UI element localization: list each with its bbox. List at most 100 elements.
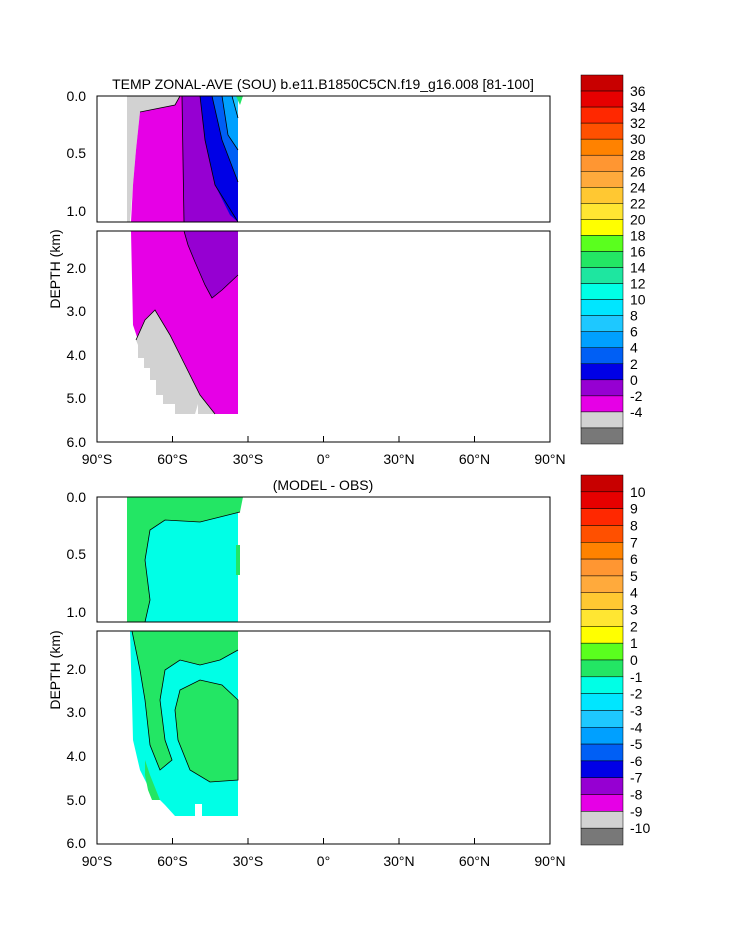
colorbar-swatch (580, 676, 624, 694)
tick-label: 1.0 (67, 203, 87, 219)
tick-label: 6.0 (67, 434, 87, 450)
colorbar-swatch (580, 474, 624, 493)
tick-label: 5.0 (67, 390, 87, 406)
colorbar-label: 10 (630, 484, 646, 500)
colorbar-label: -2 (630, 686, 643, 702)
colorbar-label: -7 (630, 770, 643, 786)
colorbar-swatch (580, 609, 624, 627)
colorbar-swatch (580, 187, 624, 204)
colorbar-label: 9 (630, 501, 638, 517)
colorbar-label: 20 (630, 211, 646, 227)
colorbar-label: 30 (630, 131, 646, 147)
colorbar-swatch (580, 794, 624, 812)
diff-panel: (MODEL - OBS) DEPTH (km) (47, 474, 650, 869)
colorbar-swatch (580, 171, 624, 188)
colorbar-label: 0 (630, 652, 638, 668)
colorbar-label: -3 (630, 702, 643, 718)
temp-upper-frame (96, 95, 551, 223)
colorbar-swatch (580, 138, 624, 156)
colorbar-label: -4 (630, 719, 643, 735)
temp-upper-field (97, 96, 550, 222)
colorbar-swatch (580, 811, 624, 829)
colorbar-swatch (580, 411, 624, 429)
colorbar-label: 4 (630, 585, 638, 601)
diff-upper-frame (96, 496, 551, 623)
colorbar-swatch (580, 508, 624, 526)
colorbar-label: 7 (630, 534, 638, 550)
x-tick-label: 90°S (82, 853, 113, 869)
x-tick-label: 60°N (459, 451, 490, 467)
colorbar-label: 32 (630, 115, 646, 131)
colorbar-swatch (580, 74, 624, 92)
colorbar-label: -8 (630, 787, 643, 803)
x-tick-label: 30°N (383, 853, 414, 869)
colorbar-label: 5 (630, 568, 638, 584)
colorbar-label: 16 (630, 243, 646, 259)
colorbar-swatch (580, 642, 624, 661)
tick-label: 0.0 (67, 489, 87, 505)
temp-lower-field (97, 231, 550, 442)
colorbar-swatch (580, 575, 624, 593)
colorbar-label: 6 (630, 324, 638, 340)
x-tick-label: 90°S (82, 451, 113, 467)
colorbar-label: 3 (630, 602, 638, 618)
colorbar-label: 18 (630, 227, 646, 243)
x-tick-label: 30°S (233, 853, 264, 869)
colorbar-label: -4 (630, 404, 643, 420)
colorbar-swatch (580, 710, 624, 728)
colorbar-swatch (580, 659, 624, 678)
colorbar-label: 24 (630, 179, 646, 195)
tick-label: 2.0 (67, 260, 87, 276)
diff-y-ticks: 0.0 0.5 1.0 2.0 3.0 4.0 5.0 6.0 (67, 489, 87, 851)
colorbar-swatch (580, 727, 624, 745)
colorbar-swatch (580, 827, 624, 846)
tick-label: 4.0 (67, 748, 87, 764)
colorbar-swatch (580, 267, 624, 284)
colorbar-label: -10 (630, 820, 650, 836)
x-tick-label: 90°N (534, 853, 565, 869)
colorbar-swatch (580, 777, 624, 795)
diff-chart-title: (MODEL - OBS) (273, 477, 374, 493)
colorbar-swatch (580, 219, 624, 236)
colorbar-label: 8 (630, 517, 638, 533)
colorbar-swatch (580, 592, 624, 610)
colorbar-swatch (580, 315, 624, 332)
x-tick-label: 60°S (157, 451, 188, 467)
x-tick-label: 60°S (157, 853, 188, 869)
colorbar-swatch (580, 331, 624, 348)
diff-y-axis-label: DEPTH (km) (47, 630, 63, 709)
x-tick-label: 90°N (534, 451, 565, 467)
colorbar-swatch (580, 299, 624, 316)
x-tick-label: 0° (317, 451, 330, 467)
colorbar-label: 0 (630, 372, 638, 388)
temp-panel: TEMP ZONAL-AVE (SOU) b.e11.B1850C5CN.f19… (47, 74, 646, 467)
colorbar-swatch (580, 743, 624, 762)
temp-x-ticks: 90°S 60°S 30°S 0° 30°N 60°N 90°N (82, 436, 566, 467)
colorbar-swatch (580, 542, 624, 560)
colorbar-label: 1 (630, 635, 638, 651)
colorbar-label: -9 (630, 803, 643, 819)
colorbar-label: -5 (630, 736, 643, 752)
colorbar-swatch (580, 427, 624, 445)
colorbar-label: 12 (630, 276, 646, 292)
temp-y-ticks: 0.0 0.5 1.0 2.0 3.0 4.0 5.0 6.0 (67, 88, 87, 450)
colorbar-swatch (580, 283, 624, 300)
colorbar-swatch (580, 122, 624, 140)
colorbar-swatch (580, 558, 624, 577)
tick-label: 4.0 (67, 347, 87, 363)
colorbar-swatch (580, 203, 624, 220)
colorbar-swatch (580, 491, 624, 509)
colorbar-label: -6 (630, 753, 643, 769)
colorbar-swatch (580, 90, 624, 108)
colorbar-label: 26 (630, 163, 646, 179)
colorbar-label: 8 (630, 308, 638, 324)
colorbar-swatch (580, 154, 624, 172)
tick-label: 2.0 (67, 661, 87, 677)
colorbar-label: -1 (630, 669, 643, 685)
colorbar-swatch (580, 347, 624, 365)
colorbar-swatch (580, 395, 624, 413)
colorbar-swatch (580, 379, 624, 397)
colorbar-swatch (580, 235, 624, 252)
